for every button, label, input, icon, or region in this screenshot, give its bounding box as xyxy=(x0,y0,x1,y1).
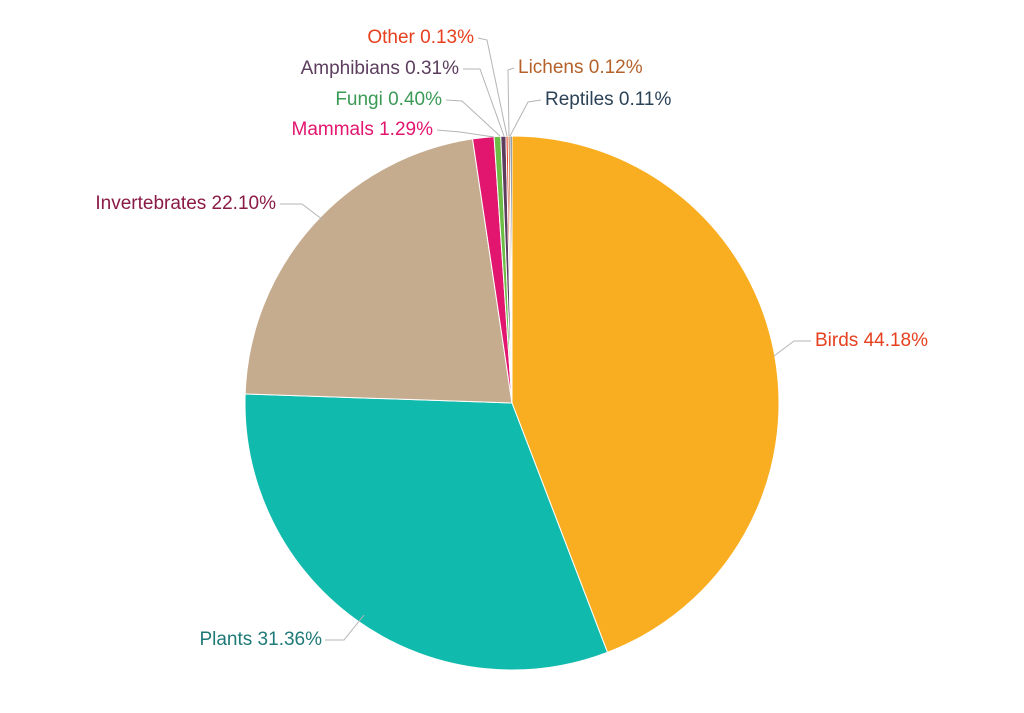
leader-line-reptiles xyxy=(509,99,542,137)
leader-line-birds xyxy=(773,340,811,357)
leader-line-invertebrates xyxy=(280,203,324,221)
pie-slice-invertebrates xyxy=(244,138,513,404)
slice-label-invertebrates: Invertebrates 22.10% xyxy=(95,193,276,214)
slice-label-mammals: Mammals 1.29% xyxy=(292,119,434,140)
slice-label-other: Other 0.13% xyxy=(367,27,474,48)
leader-line-amphibians xyxy=(463,68,505,137)
leader-line-plants xyxy=(325,614,365,641)
slice-labels: Birds 44.18% Plants 31.36% Invertebrates 2… xyxy=(95,27,928,650)
pie-slice-birds xyxy=(511,135,780,653)
pie-slices xyxy=(244,135,780,671)
leader-line-mammals xyxy=(436,129,495,138)
leader-line-other xyxy=(477,37,508,137)
leader-line-fungi xyxy=(445,99,501,137)
slice-label-fungi: Fungi 0.40% xyxy=(335,89,442,110)
slice-label-lichens: Lichens 0.12% xyxy=(518,57,643,78)
slice-label-plants: Plants 31.36% xyxy=(199,629,322,650)
slice-label-birds: Birds 44.18% xyxy=(815,330,928,351)
slice-label-reptiles: Reptiles 0.11% xyxy=(545,89,671,110)
leader-line-lichens xyxy=(507,67,515,137)
slice-label-amphibians: Amphibians 0.31% xyxy=(301,58,460,79)
pie-slice-plants xyxy=(244,393,609,671)
label-leader-lines xyxy=(280,37,811,641)
